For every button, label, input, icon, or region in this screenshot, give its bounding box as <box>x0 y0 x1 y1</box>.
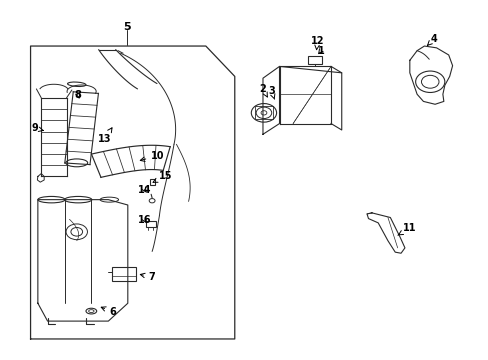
Text: 14: 14 <box>138 185 151 195</box>
Text: 2: 2 <box>259 84 267 97</box>
Text: 8: 8 <box>75 90 81 100</box>
Bar <box>112 267 135 281</box>
Text: 10: 10 <box>140 151 164 161</box>
Text: 7: 7 <box>140 272 155 282</box>
Text: 4: 4 <box>427 34 437 45</box>
Text: 16: 16 <box>138 215 151 225</box>
Text: 3: 3 <box>268 86 275 99</box>
Text: 1: 1 <box>317 46 324 56</box>
Text: 6: 6 <box>101 307 116 317</box>
Bar <box>146 221 156 227</box>
Text: 11: 11 <box>397 223 416 235</box>
Text: 15: 15 <box>153 171 172 183</box>
Text: 9: 9 <box>31 123 43 133</box>
Bar <box>149 179 154 185</box>
Text: 13: 13 <box>98 128 112 144</box>
Text: 5: 5 <box>123 22 130 32</box>
Text: 12: 12 <box>310 36 324 50</box>
Bar <box>307 56 322 64</box>
Bar <box>255 107 272 119</box>
